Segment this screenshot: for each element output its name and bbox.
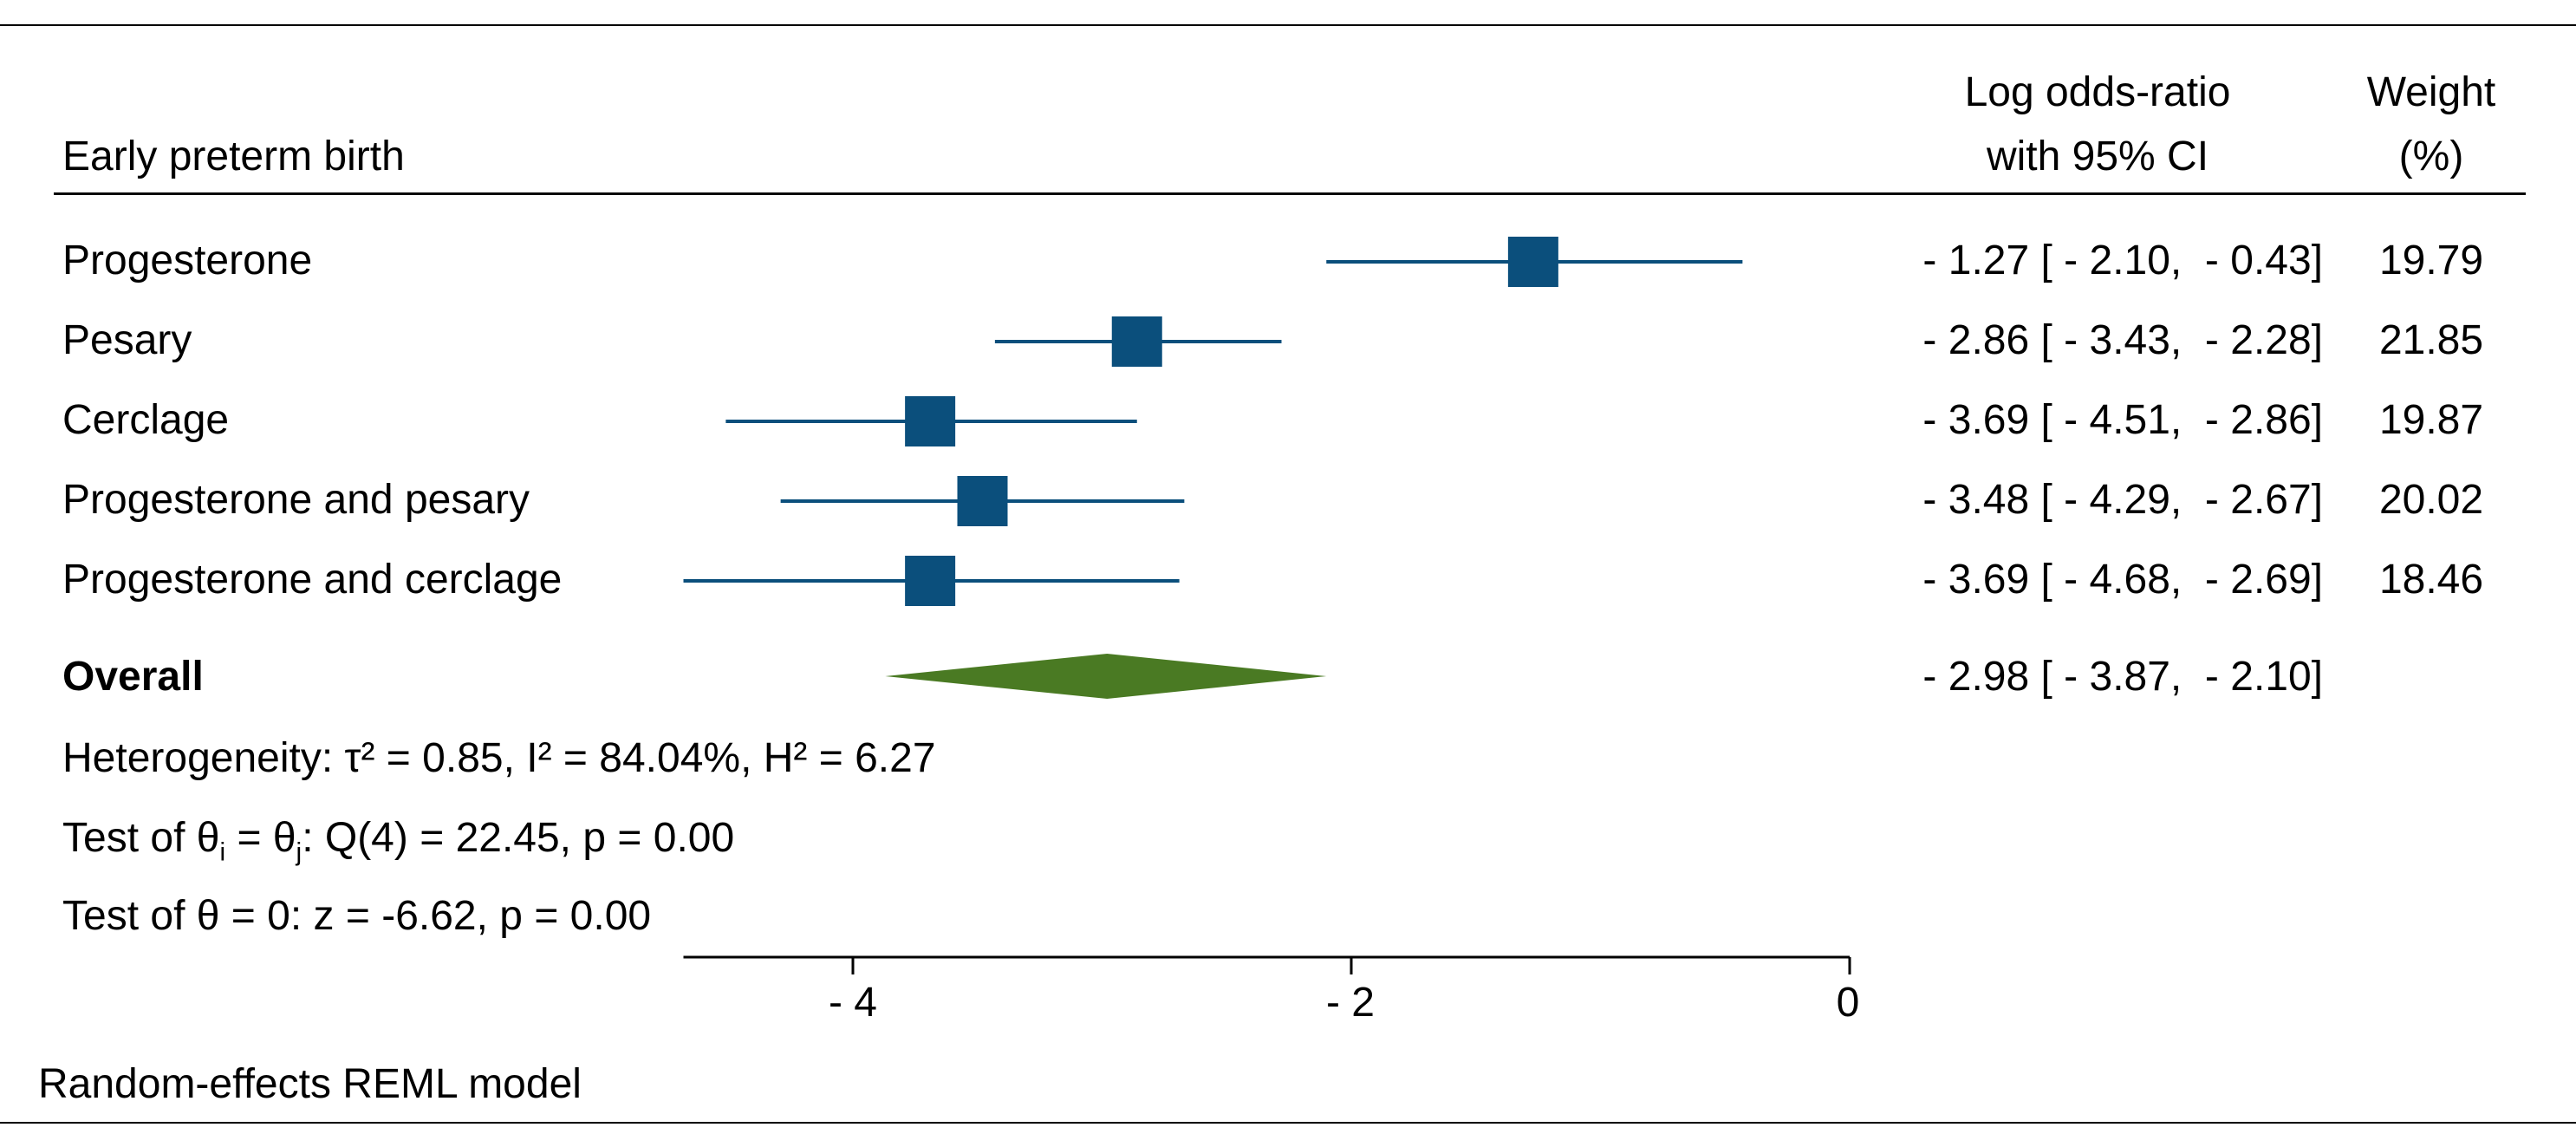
study-label: Progesterone and cerclage [62,557,563,603]
effect-column-header-line2: with 95% CI [1986,134,2209,179]
overall-label: Overall [62,654,204,700]
homogeneity-test-suffix: : Q(4) = 22.45, p = 0.00 [302,815,735,861]
homogeneity-test-sub-j: j [296,837,302,867]
x-tick-label: 0 [1836,980,1860,1026]
study-weight: 18.46 [2378,557,2484,603]
heterogeneity-stats: Heterogeneity: τ² = 0.85, I² = 84.04%, H… [62,735,936,781]
study-label: Pesary [62,317,192,363]
study-weight: 19.79 [2378,238,2484,283]
study-ci-text: - 3.69 [ - 4.51, - 2.86] [1922,397,2323,443]
study-weight: 19.87 [2378,397,2484,443]
header-rule [54,192,2526,195]
study-ci-text: - 3.69 [ - 4.68, - 2.69] [1922,557,2323,603]
homogeneity-test-eq: = θ [225,815,296,861]
overall-effect-test: Test of θ = 0: z = -6.62, p = 0.00 [62,893,652,939]
study-point-marker [905,396,956,446]
study-weight: 21.85 [2378,317,2484,363]
homogeneity-test-prefix: Test of θ [62,815,220,861]
homogeneity-test-sub-i: i [219,837,226,867]
top-border-rule [0,24,2576,26]
study-point-marker [957,476,1008,526]
study-point-marker [905,556,956,606]
study-label: Progesterone [62,238,313,283]
x-tick-label: - 4 [828,980,877,1026]
weight-column-header-line1: Weight [2366,69,2496,115]
study-ci-text: - 1.27 [ - 2.10, - 0.43] [1922,238,2323,283]
overall-ci-text: - 2.98 [ - 3.87, - 2.10] [1922,654,2323,700]
study-ci-text: - 2.86 [ - 3.43, - 2.28] [1922,317,2323,363]
study-ci-text: - 3.48 [ - 4.29, - 2.67] [1922,477,2323,523]
study-point-marker [1111,316,1162,367]
homogeneity-test: Test of θi = θj: Q(4) = 22.45, p = 0.00 [62,813,734,878]
subgroup-title: Early preterm birth [62,134,405,179]
weight-column-header-line2: (%) [2398,134,2464,179]
study-label: Cerclage [62,397,230,443]
study-weight: 20.02 [2378,477,2484,523]
study-label: Progesterone and pesary [62,477,530,523]
overall-diamond [885,654,1327,699]
bottom-border-rule [0,1122,2576,1124]
x-tick-label: - 2 [1325,980,1375,1026]
study-point-marker [1507,237,1558,287]
model-note: Random-effects REML model [38,1061,582,1107]
effect-column-header-line1: Log odds-ratio [1964,69,2231,115]
